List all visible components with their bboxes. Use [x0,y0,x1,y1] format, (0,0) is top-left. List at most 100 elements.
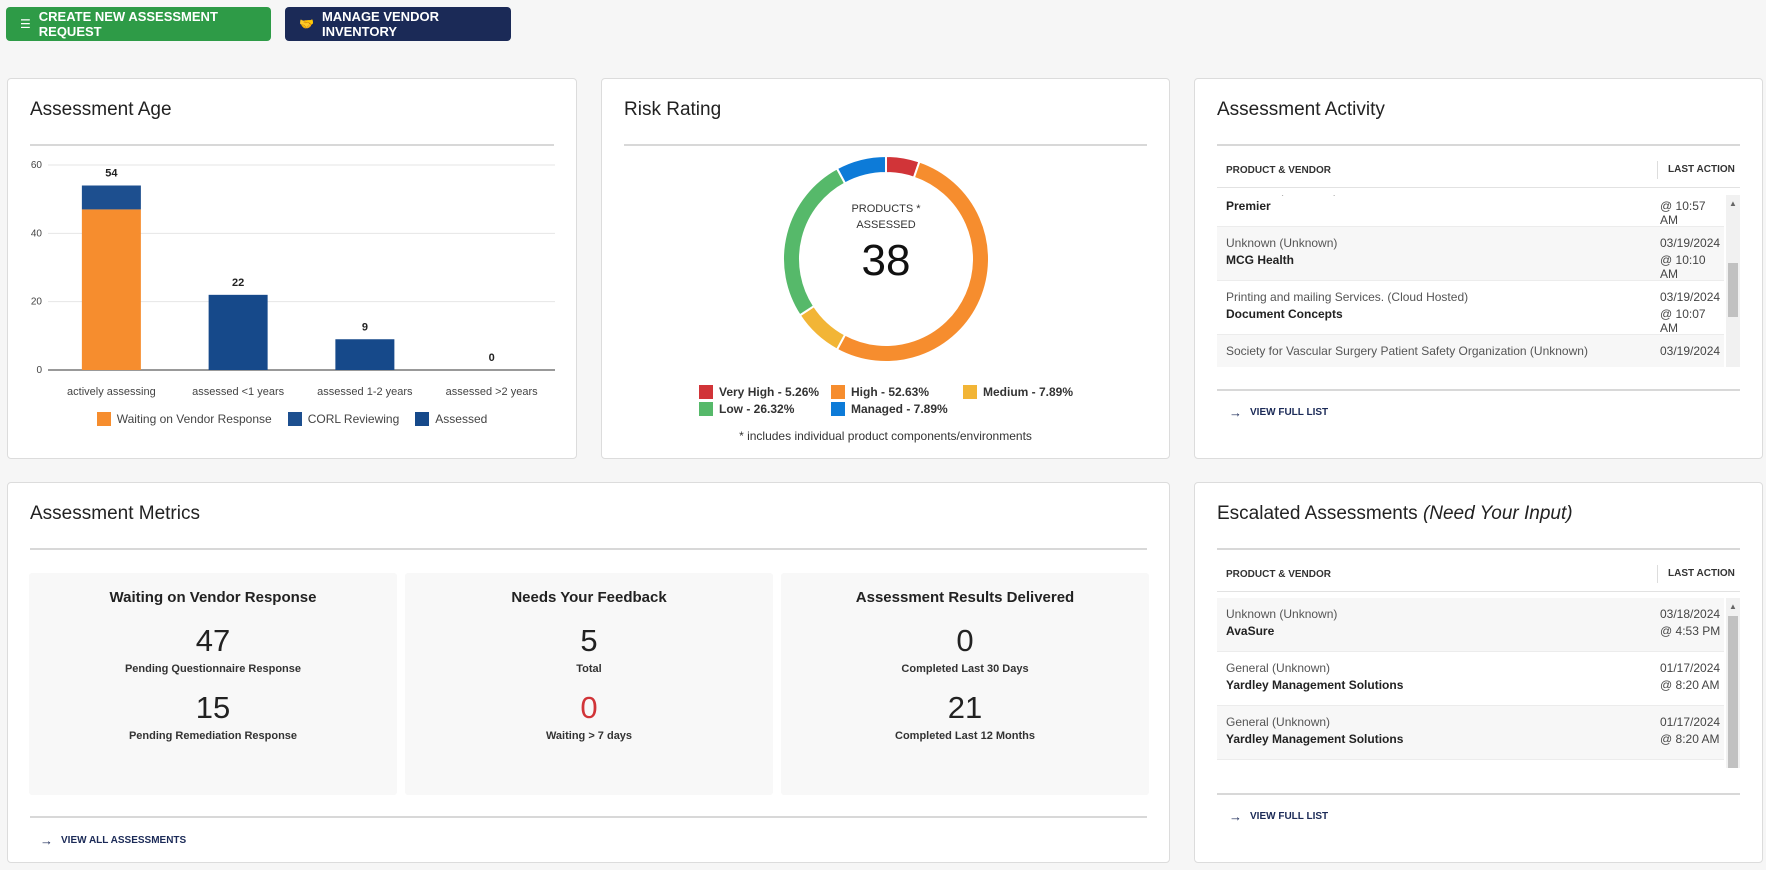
footnote: * includes individual product components… [739,429,1032,443]
legend-swatch [699,402,713,416]
rows: Unknown (Unknown) AvaSure 03/18/2024 @ 4:53… [1217,598,1724,760]
legend-label: High - 52.63% [851,385,930,399]
legend-swatch [831,385,845,399]
donut-chart: PRODUCTS * ASSESSED 38 [782,154,990,363]
table-row[interactable]: Unknown (Unknown) Premier 03/19/2024 @ 10:5… [1217,195,1724,227]
center-value: 38 [862,236,911,285]
column-header: LAST ACTION [1657,161,1735,179]
table-row[interactable]: Unknown (Unknown) AvaSure 03/18/2024 @ 4:53… [1217,598,1724,652]
manage-button[interactable]: 🤝 MANAGE VENDOR INVENTORY [285,7,511,41]
title-subtitle: (Need Your Input) [1422,503,1573,524]
y-tick-label: 20 [31,297,43,308]
y-tick-label: 0 [36,365,42,376]
cell-product: Unknown (Unknown) [1226,195,1337,196]
center-label: ASSESSED [856,219,915,231]
rows: Unknown (Unknown) Premier 03/19/2024 @ 10:5… [1217,195,1724,367]
cell-date: 03/19/2024 [1660,344,1721,358]
card-title: Assessment Activity [1217,99,1385,120]
legend-item: Low - 26.32% [699,402,831,416]
y-tick-label: 40 [31,228,43,239]
cell-vendor: Yardley Management Solutions [1226,678,1404,692]
x-tick-label: assessed 1-2 years [317,386,413,398]
bar-segment [81,209,141,370]
divider [30,816,1147,818]
card-title: Risk Rating [624,99,722,120]
cell-vendor: Yardley Management Solutions [1226,732,1404,746]
cell-time: @ 10:10 AM [1660,253,1706,281]
legend-swatch [287,412,302,426]
legend-label: CORL Reviewing [307,412,400,426]
table-row[interactable]: General (Unknown) Yardley Management Solu… [1217,652,1724,706]
cell-vendor: Document Concepts [1226,307,1343,321]
table-row[interactable]: General (Unknown) Yardley Management Solu… [1217,706,1724,760]
metric-label: Pending Questionnaire Response [124,663,302,675]
legend: Waiting on Vendor Response CORL Reviewing… [8,412,576,426]
legend-swatch [831,402,845,416]
legend-item: Medium - 7.89% [963,385,1095,399]
scrollbar[interactable]: ▲ [1726,598,1740,768]
column-header: PRODUCT & VENDOR [1226,569,1332,580]
table-row[interactable]: Society for Vascular Surgery Patient Saf… [1217,335,1724,367]
bar-chart: 0 20 40 60 54 actively assessing 22 assessed <1… [31,160,555,398]
x-tick-label: actively assessing [67,386,156,398]
table-body: Unknown (Unknown) AvaSure 03/18/2024 @ 4:53… [1217,598,1740,768]
legend-item: Managed - 7.89% [831,402,963,416]
donut-slice [798,304,847,351]
metric-card: Assessment Results Delivered 0 Completed L… [781,573,1149,795]
x-tick-label: assessed <1 years [192,386,285,398]
legend-swatch [415,412,430,426]
bar-segment [208,294,268,370]
legend-label: Low - 26.32% [719,402,795,416]
y-tick-label: 60 [31,160,43,171]
legend-item: Assessed [415,412,487,426]
view-full-list[interactable]: → VIEW FULL LIST [1229,405,1328,420]
cell-date: 01/17/2024 [1660,715,1721,729]
metric-title: Waiting on Vendor Response [109,589,317,606]
arrow-icon: → [1229,405,1242,420]
view-all-assessments[interactable]: → VIEW ALL ASSESSMENTS [40,833,186,848]
legend-label: Very High - 5.26% [719,385,820,399]
donut-slice [835,160,990,363]
card-title: Escalated Assessments (Need Your Input) [1217,503,1573,525]
donut-slice [835,154,887,185]
cell-time: @ 10:57 AM [1660,199,1706,227]
title-text: Escalated Assessments [1217,503,1418,524]
scrollbar[interactable]: ▲ [1726,195,1740,367]
table-body: Unknown (Unknown) Premier 03/19/2024 @ 10:5… [1217,195,1740,367]
link-label: VIEW ALL ASSESSMENTS [61,835,187,846]
metric-value: 0 [580,690,598,725]
cell-vendor: MCG Health [1226,253,1295,267]
metric-label: Completed Last 30 Days [901,663,1029,675]
handshake-icon: 🤝 [299,17,314,31]
table-row[interactable]: Printing and mailing Services. (Cloud Ho… [1217,281,1724,335]
table-header: PRODUCT & VENDOR LAST ACTION [1217,153,1740,188]
link-label: VIEW FULL LIST [1250,811,1329,822]
legend-item: CORL Reviewing [287,412,400,426]
total-label: 54 [105,168,118,180]
center-label: PRODUCTS * [851,203,921,215]
metric-title: Needs Your Feedback [511,589,667,606]
cell-product: Society for Vascular Surgery Patient Saf… [1226,344,1588,358]
escalated-assessments-card: Escalated Assessments (Need Your Input) … [1194,482,1763,863]
cell-time: @ 10:07 AM [1660,307,1706,335]
bar-segment [335,339,395,370]
x-tick-label: assessed >2 years [446,386,539,398]
divider [1217,144,1740,146]
legend-label: Medium - 7.89% [983,385,1074,399]
metric-value: 15 [195,690,231,725]
arrow-icon: → [1229,809,1242,824]
card-title: Assessment Metrics [30,503,200,524]
create-button[interactable]: ☰ CREATE NEW ASSESSMENT REQUEST [6,7,271,41]
table-row[interactable]: Unknown (Unknown) MCG Health 03/19/2024 @ 1… [1217,227,1724,281]
cell-date: 01/17/2024 [1660,661,1721,675]
legend-swatch [963,385,977,399]
divider [1217,548,1740,550]
total-label: 22 [232,277,244,289]
divider [1217,793,1740,795]
divider [30,144,554,146]
link-label: VIEW FULL LIST [1250,407,1329,418]
legend: Very High - 5.26% High - 52.63% Medium - 7… [699,385,1095,416]
view-full-list[interactable]: → VIEW FULL LIST [1229,809,1328,824]
legend-label: Assessed [435,412,488,426]
table-header: PRODUCT & VENDOR LAST ACTION [1217,557,1740,592]
